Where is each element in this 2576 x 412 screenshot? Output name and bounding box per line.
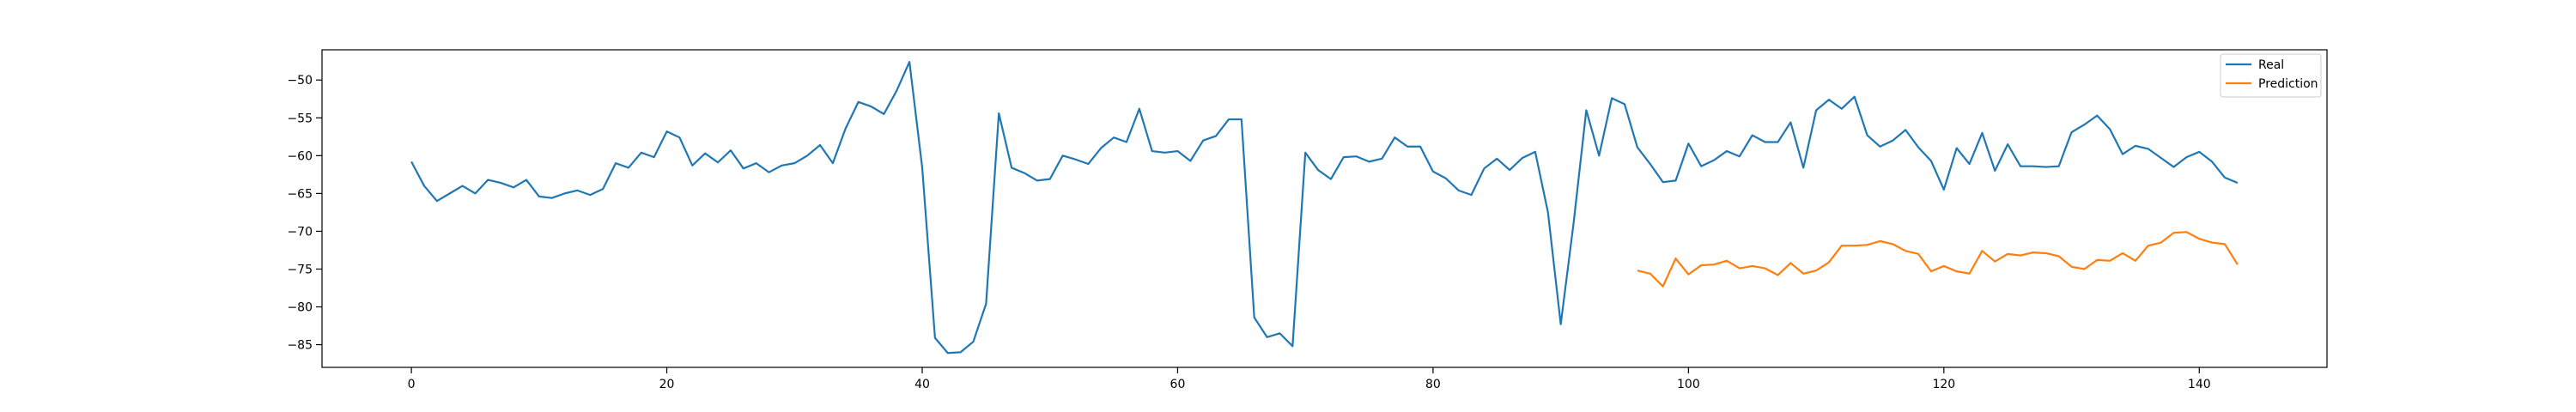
y-tick-label: −70 xyxy=(287,225,313,239)
y-tick-label: −65 xyxy=(287,187,313,201)
legend-label-real: Real xyxy=(2258,58,2284,72)
y-tick-label: −60 xyxy=(287,149,313,163)
series-prediction xyxy=(1637,231,2239,288)
y-tick-label: −85 xyxy=(287,339,313,353)
x-tick-label: 80 xyxy=(1425,378,1441,391)
x-tick-label: 140 xyxy=(2188,378,2211,391)
y-tick-label: −80 xyxy=(287,301,313,315)
series-real xyxy=(410,60,2239,354)
x-tick-label: 120 xyxy=(1932,378,1955,391)
plot-area xyxy=(322,50,2327,367)
legend-label-prediction: Prediction xyxy=(2258,77,2318,91)
x-tick-label: 40 xyxy=(914,378,930,391)
y-tick-label: −55 xyxy=(287,112,313,125)
x-tick-label: 60 xyxy=(1170,378,1186,391)
y-tick-label: −75 xyxy=(287,263,313,276)
legend: Real Prediction xyxy=(2220,53,2322,98)
x-tick-label: 20 xyxy=(659,378,675,391)
y-tick-label: −50 xyxy=(287,74,313,88)
x-tick-label: 100 xyxy=(1677,378,1700,391)
y-axis: −50 −55 −60 −65 −70 −75 −80 −85 xyxy=(287,74,322,353)
series-layer xyxy=(410,60,2239,354)
plot-frame xyxy=(321,49,2328,368)
series-line-real xyxy=(410,60,2239,354)
series-line-prediction xyxy=(1637,231,2239,288)
x-axis: 0 20 40 60 80 100 120 140 xyxy=(408,367,2211,391)
x-tick-label: 0 xyxy=(408,378,416,391)
